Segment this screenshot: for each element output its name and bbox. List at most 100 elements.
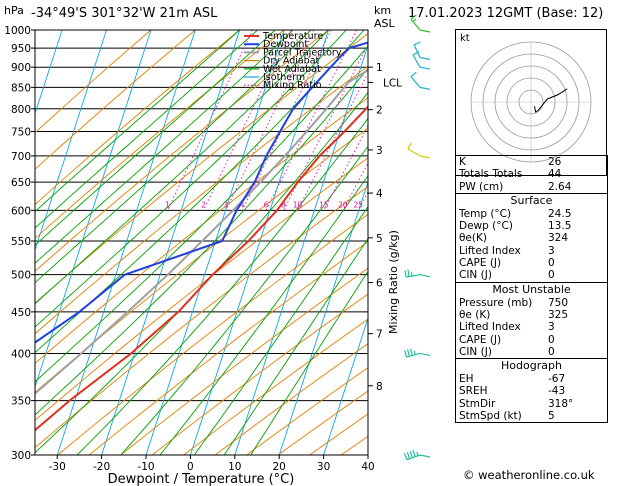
- wind-barb-feather: [416, 451, 419, 456]
- hodograph-label: StmSpd (kt): [459, 410, 522, 423]
- wet-adiabat-line: [35, 30, 329, 305]
- most-unstable-row: θe (K) 325: [456, 309, 607, 321]
- surface-label: CIN (J): [459, 269, 492, 282]
- altitude-tick-label: 2: [376, 105, 383, 117]
- pressure-tick-label: 1000: [4, 25, 31, 37]
- parcel-trajectory-line: [35, 69, 368, 395]
- wind-barb-feather: [403, 453, 408, 460]
- hodograph-kt-label: kt: [460, 33, 470, 44]
- most-unstable-value: 325: [548, 308, 569, 321]
- pressure-tick-label: 350: [11, 396, 31, 408]
- dry-adiabat-line: [120, 267, 368, 455]
- legend-label: Mixing Ratio: [263, 80, 322, 91]
- hodograph-title: Hodograph: [501, 359, 562, 373]
- temperature-tick-label: -20: [93, 461, 110, 473]
- altitude-tick-label: 3: [376, 145, 383, 157]
- hodograph-label: EH: [459, 373, 474, 386]
- wind-barb-feather: [404, 270, 407, 278]
- wind-barb-tail: [419, 352, 431, 357]
- isotherm-line: [323, 316, 368, 455]
- wind-barb-tail: [419, 454, 431, 458]
- dry-adiabat-line: [35, 65, 368, 335]
- wind-barb: [410, 76, 421, 88]
- pressure-tick-label: 700: [11, 151, 31, 163]
- wet-adiabat-line: [159, 174, 368, 455]
- surface-value: 3: [548, 244, 555, 257]
- most-unstable-row: Pressure (mb) 750: [456, 297, 607, 309]
- legend-label: Dry Adiabat: [263, 56, 320, 67]
- index-row: Totals Totals 44: [456, 168, 607, 180]
- surface-title: Surface: [510, 193, 553, 207]
- legend-label: Wet Adiabat: [263, 64, 321, 75]
- wind-barb-feather: [404, 350, 408, 358]
- pressure-tick-label: 950: [11, 43, 31, 55]
- wind-barb: [410, 18, 421, 31]
- surface-row: Temp (°C) 24.5: [456, 208, 607, 220]
- altitude-tick-label: 7: [376, 329, 383, 341]
- wet-adiabat-line: [35, 30, 365, 354]
- pressure-tick-label: 450: [11, 307, 31, 319]
- surface-value: 13.5: [548, 220, 572, 233]
- dry-adiabat-line: [35, 30, 240, 206]
- wind-barb-feather: [409, 450, 414, 458]
- legend-label: Dewpoint: [263, 39, 308, 50]
- index-row: PW (cm) 2.64: [456, 181, 607, 193]
- surface-row: CIN (J) 0: [456, 269, 607, 281]
- wet-adiabat-line: [76, 117, 368, 455]
- hodograph-value: -43: [548, 385, 566, 398]
- hodograph-row: EH -67: [456, 373, 607, 385]
- surface-row: Dewp (°C) 13.5: [456, 220, 607, 232]
- wind-barb-tail: [419, 86, 431, 90]
- wet-adiabat-line: [250, 270, 368, 455]
- hodograph-row: StmSpd (kt) 5: [456, 410, 607, 422]
- legend-label: Temperature: [262, 31, 323, 42]
- isotherm-line: [56, 30, 196, 455]
- surface-label: Lifted Index: [459, 244, 521, 257]
- dry-adiabat-line: [88, 241, 368, 455]
- wind-barb-feather: [413, 41, 421, 46]
- most-unstable-value: 750: [548, 296, 569, 309]
- altitude-tick-label: 4: [376, 188, 383, 200]
- hodograph: kt: [455, 29, 607, 176]
- mixing-ratio-label: 1: [165, 200, 170, 209]
- wet-adiabat-line: [35, 30, 294, 264]
- surface-label: CAPE (J): [459, 257, 502, 270]
- asl-label: ASL: [374, 17, 396, 30]
- datetime-title: 17.01.2023 12GMT (Base: 12): [408, 6, 604, 21]
- dry-adiabat-line: [35, 33, 368, 304]
- hodograph-section: Hodograph EH -67 SREH -43 StmDir 318° StmSpd (…: [456, 358, 607, 422]
- temperature-line: [35, 105, 368, 432]
- surface-label: θe(K): [459, 232, 487, 245]
- mixing-ratio-label: 6: [264, 200, 269, 209]
- hodograph-label: StmDir: [459, 397, 496, 410]
- wind-barb-feather: [410, 272, 413, 277]
- dry-adiabat-line: [35, 30, 196, 170]
- most-unstable-label: CIN (J): [459, 345, 492, 358]
- legend-label: Parcel Trajectory: [263, 47, 342, 58]
- pressure-tick-label: 800: [11, 104, 31, 116]
- wind-barb: [413, 44, 421, 58]
- copyright: © weatheronline.co.uk: [463, 468, 595, 482]
- dry-adiabat-line: [35, 30, 285, 240]
- wind-barb-feather: [412, 18, 417, 23]
- mixing-ratio-label: 4: [240, 200, 245, 209]
- surface-row: CAPE (J) 0: [456, 257, 607, 269]
- wind-barb: [412, 54, 421, 68]
- wet-adiabat-line: [35, 45, 368, 383]
- wind-barb-feather: [413, 350, 416, 355]
- pressure-tick-label: 750: [11, 127, 31, 139]
- mixing-ratio-line: [265, 30, 357, 211]
- surface-row: θe(K) 324: [456, 232, 607, 244]
- mixing-ratio-label: 25: [353, 200, 363, 209]
- temperature-tick-label: 0: [187, 461, 194, 473]
- dry-adiabat-line: [151, 293, 368, 455]
- most-unstable-label: θe (K): [459, 308, 491, 321]
- most-unstable-label: CAPE (J): [459, 333, 502, 346]
- wind-barb-tail: [419, 66, 431, 70]
- mixing-ratio-label: 20: [338, 200, 348, 209]
- wind-barb-feather: [406, 451, 411, 459]
- mixing-ratio-line: [357, 190, 368, 211]
- most-unstable-value: 0: [548, 333, 555, 346]
- index-label: K: [459, 156, 466, 168]
- wind-barb-feather: [406, 349, 410, 357]
